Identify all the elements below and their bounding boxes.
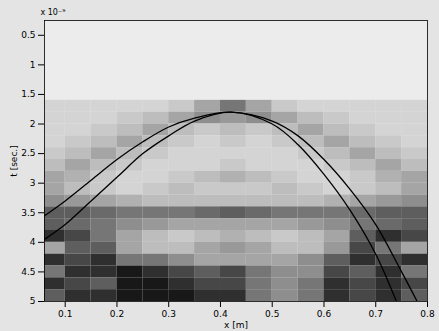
svg-text:2: 2 xyxy=(30,119,36,129)
svg-text:3: 3 xyxy=(30,178,36,188)
svg-text:0.7: 0.7 xyxy=(369,309,383,319)
svg-text:x 10⁻⁹: x 10⁻⁹ xyxy=(41,8,66,17)
svg-text:4: 4 xyxy=(30,237,36,247)
svg-text:0.1: 0.1 xyxy=(58,309,72,319)
svg-text:2.5: 2.5 xyxy=(21,148,35,158)
svg-text:x [m]: x [m] xyxy=(224,320,248,330)
svg-text:0.5: 0.5 xyxy=(21,30,35,40)
svg-text:0.5: 0.5 xyxy=(265,309,279,319)
svg-text:1: 1 xyxy=(30,60,36,70)
svg-text:5: 5 xyxy=(30,296,36,306)
svg-text:0.8: 0.8 xyxy=(420,309,435,319)
svg-text:0.6: 0.6 xyxy=(317,309,332,319)
svg-text:t [sec.]: t [sec.] xyxy=(9,145,19,176)
svg-text:0.4: 0.4 xyxy=(213,309,228,319)
svg-text:3.5: 3.5 xyxy=(21,208,35,218)
svg-text:4.5: 4.5 xyxy=(21,267,35,277)
svg-text:1.5: 1.5 xyxy=(21,89,35,99)
svg-text:0.3: 0.3 xyxy=(162,309,176,319)
svg-text:0.2: 0.2 xyxy=(110,309,124,319)
